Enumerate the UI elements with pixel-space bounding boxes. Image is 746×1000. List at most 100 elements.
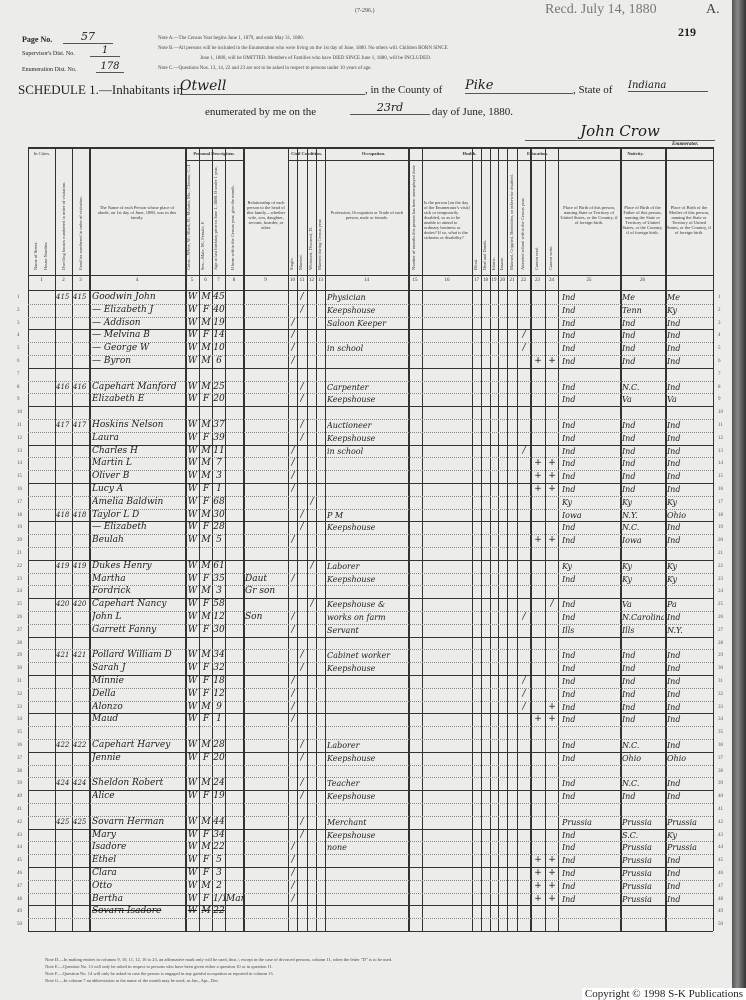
cell-age: 19 <box>213 791 225 802</box>
cell-color: W <box>187 624 198 635</box>
county-label: , in the County of <box>365 84 443 96</box>
school-header: Attended school within the Census year. <box>520 197 525 271</box>
cell-age: 14 <box>213 330 225 341</box>
cell-bp: Ky <box>562 561 572 571</box>
cell-bpm: Ind <box>667 485 681 494</box>
census-row: 420 420 Capehart Nancy W F 58 / Keepshouse & / In… <box>0 598 713 611</box>
cell-bpf: Iowa <box>622 536 642 546</box>
note-b-cont: June 1, 1880, will be OMITTED. Members o… <box>200 56 432 61</box>
line-number-left: 25 <box>17 602 22 608</box>
line-number-left: 4 <box>17 333 20 339</box>
cell-color: W <box>187 791 198 802</box>
cell-sex: F <box>202 394 210 405</box>
line-number-left: 14 <box>17 461 22 467</box>
cell-bp: Ind <box>562 651 576 661</box>
line-number-left: 22 <box>17 563 22 569</box>
cell-bp: Ind <box>562 689 576 699</box>
column-number: 16 <box>444 278 450 283</box>
cell-color: W <box>187 701 198 712</box>
line-number-right: 22 <box>718 563 723 569</box>
line-number-right: 19 <box>718 525 723 531</box>
column-number: 8 <box>232 278 236 283</box>
cell-bpf: Ind <box>622 344 636 354</box>
note-d: Note D.—In making entries in columns 9, … <box>45 957 393 962</box>
census-row: Martin L W M 7 / + + Ind Ind Ind <box>0 457 713 470</box>
idiotic-header: Idiotic. <box>491 257 496 270</box>
cell-bpm: Ind <box>667 664 681 674</box>
line-number-left: 20 <box>17 538 22 544</box>
month-header: If born within the Census year, give the… <box>230 185 235 270</box>
enumerated-label: enumerated by me on the <box>205 106 317 118</box>
cell-age: 30 <box>213 509 225 520</box>
column-divider <box>545 147 546 931</box>
cell-color: W <box>187 906 198 917</box>
cell-school: / <box>522 330 526 341</box>
county-name: Pike <box>465 78 573 94</box>
census-row: 425 425 Sovarn Herman W M 44 / Merchant Prussia P… <box>0 816 713 829</box>
row-rule <box>28 303 713 305</box>
cell-sex: M <box>201 612 211 622</box>
cell-age: 12 <box>213 688 225 699</box>
cell-color: W <box>187 650 198 661</box>
row-rule <box>28 700 713 702</box>
line-number-right: 24 <box>718 589 723 595</box>
column-divider <box>490 147 491 931</box>
line-number-right: 33 <box>718 704 723 710</box>
cell-sex: M <box>201 816 211 827</box>
cell-age: 45 <box>213 292 225 302</box>
line-number-right: 38 <box>718 768 723 774</box>
column-number: 11 <box>299 278 305 283</box>
cell-s: / <box>291 612 295 622</box>
cell-write: / <box>550 599 554 610</box>
cell-color: W <box>187 484 198 494</box>
cell-bp: Ind <box>562 843 576 853</box>
cell-bpm: Ohio <box>667 510 687 520</box>
cell-age: 44 <box>213 816 225 827</box>
line-number-right: 49 <box>718 909 723 915</box>
cell-fam: 422 <box>73 741 87 749</box>
column-number: 15 <box>412 278 418 283</box>
column-number: 3 <box>79 278 82 283</box>
header-rule <box>28 275 713 276</box>
cell-age: 20 <box>213 394 225 405</box>
cell-bpf: Prussia <box>622 817 652 827</box>
cell-age: 25 <box>213 381 225 392</box>
cell-age: 3 <box>216 471 222 482</box>
cell-occ: Keepshouse & <box>327 600 386 610</box>
line-number-right: 31 <box>718 679 723 684</box>
cell-color: W <box>187 420 198 430</box>
cell-bp: Ind <box>562 293 576 302</box>
cell-bpm: Prussia <box>667 843 697 853</box>
line-number-right: 14 <box>718 461 723 467</box>
cell-name: Alice <box>92 791 115 802</box>
cell-bp: Ind <box>562 741 576 750</box>
cell-name: Capehart Harvey <box>92 740 171 750</box>
cell-bp: Ind <box>562 421 576 430</box>
cell-sex: F <box>202 791 210 802</box>
cell-sex: M <box>201 740 211 750</box>
note-f: Note F.—Question No. 14 will only be ask… <box>45 971 274 976</box>
row-rule <box>28 815 713 817</box>
cell-bpm: Ky <box>667 561 677 571</box>
cell-color: W <box>187 304 198 315</box>
cell-sex: M <box>201 906 211 917</box>
cell-bpf: Tenn <box>622 305 642 315</box>
cell-age: 22 <box>213 906 225 917</box>
column-number: 26 <box>640 278 645 283</box>
cell-bp: Ind <box>562 779 576 789</box>
cell-name: Sovarn Isadore <box>92 906 162 917</box>
cell-age: 18 <box>213 676 225 686</box>
cell-bpf: Ind <box>622 318 636 328</box>
cell-bpf: Ky <box>622 561 632 571</box>
cell-bpf: Ind <box>622 664 636 674</box>
cell-age: 3 <box>216 868 222 878</box>
column-number: 13 <box>318 278 323 283</box>
cell-color: W <box>187 714 198 725</box>
census-row: Otto W M 2 / + + Ind Prussia Ind <box>0 880 713 893</box>
cell-bpf: Prussia <box>622 869 652 878</box>
column-number: 25 <box>586 278 592 283</box>
sickness-header: Is the person [on the day of the Enumera… <box>424 200 470 240</box>
cell-name: Beulah <box>92 535 124 546</box>
cell-name: Sheldon Robert <box>92 778 164 789</box>
column-number: 21 <box>509 278 515 283</box>
